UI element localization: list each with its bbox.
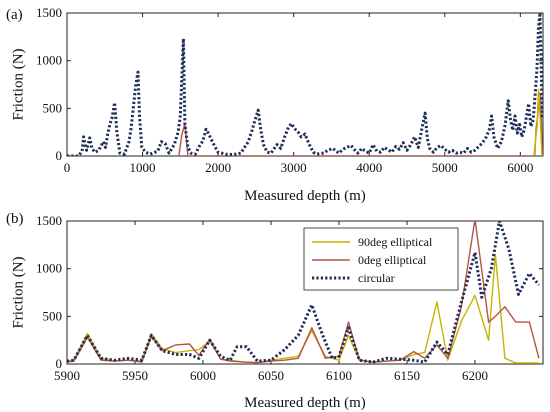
series-line bbox=[67, 13, 543, 156]
y-tick-label: 500 bbox=[43, 308, 63, 323]
x-tick-label: 5000 bbox=[432, 160, 458, 175]
legend-label: 90deg elliptical bbox=[358, 235, 433, 249]
x-tick-label: 6150 bbox=[394, 368, 420, 383]
plot-frame bbox=[66, 220, 544, 365]
panel-b-x-axis-label: Measured depth (m) bbox=[244, 395, 366, 411]
series-line bbox=[67, 221, 541, 364]
panel-b-chart: 5900 5950 6000 6050 6100 6150 6200 0 500 1000 1500 bbox=[36, 213, 544, 383]
series-line bbox=[533, 88, 543, 156]
y-tick-label: 0 bbox=[56, 148, 63, 163]
panel-a-label: (a) bbox=[6, 7, 23, 23]
x-tick-label: 5950 bbox=[122, 368, 148, 383]
panel-b-label: (b) bbox=[6, 211, 24, 227]
x-tick-label: 4000 bbox=[356, 160, 382, 175]
series-group bbox=[67, 13, 543, 156]
series-group bbox=[67, 221, 541, 364]
x-tick-label: 6000 bbox=[190, 368, 216, 383]
x-tick-label: 0 bbox=[64, 160, 71, 175]
y-tick-label: 1500 bbox=[36, 213, 62, 228]
panel-b-y-axis-label: Friction (N) bbox=[10, 256, 26, 328]
x-tick-label: 6050 bbox=[258, 368, 284, 383]
panel-b-legend: 90deg elliptical 0deg elliptical circular bbox=[303, 227, 459, 291]
legend-label: 0deg elliptical bbox=[358, 253, 427, 267]
x-tick-label: 3000 bbox=[281, 160, 307, 175]
series-line bbox=[67, 221, 540, 364]
y-tick-label: 1000 bbox=[36, 261, 62, 276]
panel-a-x-axis-label: Measured depth (m) bbox=[244, 188, 366, 204]
y-tick-label: 1500 bbox=[36, 5, 62, 20]
panel-a-y-axis-label: Friction (N) bbox=[10, 48, 26, 120]
x-tick-label: 1000 bbox=[130, 160, 156, 175]
x-tick-label: 5900 bbox=[54, 368, 80, 383]
x-tick-label: 6000 bbox=[507, 160, 533, 175]
x-tick-label: 6200 bbox=[462, 368, 488, 383]
legend-label: circular bbox=[358, 271, 395, 285]
legend-box bbox=[303, 227, 459, 291]
y-tick-label: 1000 bbox=[36, 53, 62, 68]
x-tick-label: 2000 bbox=[205, 160, 231, 175]
series-line bbox=[178, 92, 543, 156]
panel-a-chart: 0 1000 2000 3000 4000 5000 6000 0 500 1000 1500 bbox=[36, 5, 544, 175]
y-tick-label: 0 bbox=[56, 356, 63, 371]
x-tick-label: 6100 bbox=[326, 368, 352, 383]
y-tick-label: 500 bbox=[43, 100, 63, 115]
